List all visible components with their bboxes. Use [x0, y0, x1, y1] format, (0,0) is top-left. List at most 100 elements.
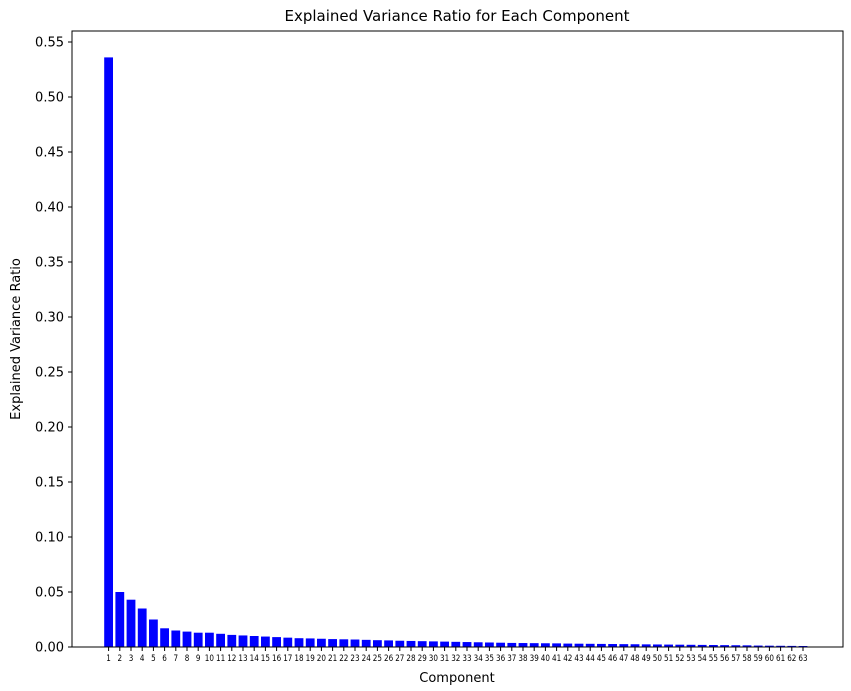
x-tick-label: 55 [709, 653, 718, 663]
x-tick-label: 13 [238, 653, 247, 663]
x-tick-label: 30 [429, 653, 438, 663]
bar-44 [585, 643, 595, 647]
bar-9 [193, 632, 203, 647]
y-tick-label: 0.15 [35, 476, 64, 491]
x-tick-label: 20 [317, 653, 326, 663]
bar-34 [473, 642, 483, 647]
bar-10 [205, 632, 214, 647]
y-tick-label: 0.05 [35, 586, 64, 601]
bar-12 [227, 634, 237, 647]
bar-19 [305, 638, 315, 647]
bar-29 [417, 641, 427, 647]
bar-27 [395, 640, 405, 647]
x-tick-label: 15 [261, 653, 270, 663]
bar-4 [137, 608, 147, 647]
bar-30 [429, 641, 438, 647]
bar-41 [552, 643, 561, 647]
x-tick-label: 38 [518, 653, 527, 663]
x-tick-label: 39 [530, 653, 539, 663]
x-tick-label: 53 [686, 653, 695, 663]
x-tick-label: 34 [474, 653, 483, 663]
bar-1 [104, 57, 113, 647]
x-tick-label: 8 [185, 653, 190, 663]
x-tick-label: 52 [675, 653, 684, 663]
bar-62 [787, 645, 797, 647]
x-tick-label: 22 [339, 653, 348, 663]
bar-55 [709, 645, 718, 647]
x-tick-label: 48 [630, 653, 639, 663]
y-tick-label: 0.40 [35, 201, 64, 216]
bar-53 [686, 644, 696, 647]
x-tick-label: 51 [664, 653, 673, 663]
x-tick-label: 40 [541, 653, 550, 663]
bar-48 [630, 644, 640, 647]
x-tick-label: 57 [731, 653, 740, 663]
bar-3 [126, 599, 136, 647]
y-tick-label: 0.25 [35, 366, 64, 381]
x-tick-label: 2 [118, 653, 123, 663]
bar-8 [182, 631, 192, 647]
x-tick-label: 59 [754, 653, 763, 663]
x-tick-label: 49 [642, 653, 651, 663]
bar-40 [541, 643, 550, 647]
y-tick-label: 0.30 [35, 311, 64, 326]
axes-frame [71, 30, 844, 648]
x-tick-label: 43 [574, 653, 583, 663]
bar-45 [597, 643, 606, 647]
bar-16 [272, 637, 281, 647]
bar-32 [451, 641, 461, 647]
bar-26 [384, 640, 393, 647]
x-tick-label: 3 [129, 653, 134, 663]
bar-28 [406, 640, 416, 647]
x-tick-label: 6 [162, 653, 167, 663]
x-tick-label: 56 [720, 653, 729, 663]
x-tick-label: 62 [787, 653, 796, 663]
x-tick-label: 60 [765, 653, 774, 663]
bar-23 [350, 639, 360, 647]
bar-57 [731, 645, 741, 647]
bar-52 [675, 644, 685, 647]
x-tick-label: 18 [294, 653, 303, 663]
y-tick-label: 0.50 [35, 91, 64, 106]
bar-60 [765, 645, 774, 647]
plot-area: 0.00 0.05 0.10 0.15 0.20 0.25 0.30 0.35 0.40 0.45… [35, 30, 844, 663]
x-tick-label: 21 [328, 653, 337, 663]
bar-22 [339, 639, 349, 647]
bar-61 [776, 645, 785, 647]
bar-50 [653, 644, 662, 647]
bar-2 [115, 592, 125, 647]
x-tick-label: 19 [306, 653, 315, 663]
bar-20 [317, 638, 326, 647]
x-tick-label: 61 [776, 653, 785, 663]
bar-35 [485, 642, 494, 647]
bar-11 [216, 633, 225, 647]
x-tick-label: 26 [384, 653, 393, 663]
x-tick-label: 14 [250, 653, 259, 663]
x-tick-label: 23 [350, 653, 359, 663]
x-tick-label: 31 [440, 653, 449, 663]
bar-59 [753, 645, 763, 647]
x-tick-label: 33 [462, 653, 471, 663]
bar-43 [574, 643, 584, 647]
y-tick-label: 0.10 [35, 531, 64, 546]
x-tick-label: 5 [151, 653, 156, 663]
bar-39 [529, 643, 539, 647]
bar-46 [608, 644, 617, 647]
x-tick-label: 12 [227, 653, 236, 663]
y-tick-label: 0.45 [35, 146, 64, 161]
x-tick-label: 47 [619, 653, 628, 663]
x-tick-label: 17 [283, 653, 292, 663]
bar-56 [720, 645, 729, 647]
bar-13 [238, 635, 248, 647]
x-tick-label: 36 [496, 653, 505, 663]
x-tick-label: 35 [485, 653, 494, 663]
x-tick-label: 7 [174, 653, 179, 663]
bar-58 [742, 645, 752, 647]
bar-18 [294, 638, 304, 647]
bar-17 [283, 637, 293, 647]
x-tick-label: 27 [395, 653, 404, 663]
y-tick-label: 0.20 [35, 421, 64, 436]
y-tick-label: 0.55 [35, 36, 64, 51]
x-tick-label: 10 [205, 653, 214, 663]
